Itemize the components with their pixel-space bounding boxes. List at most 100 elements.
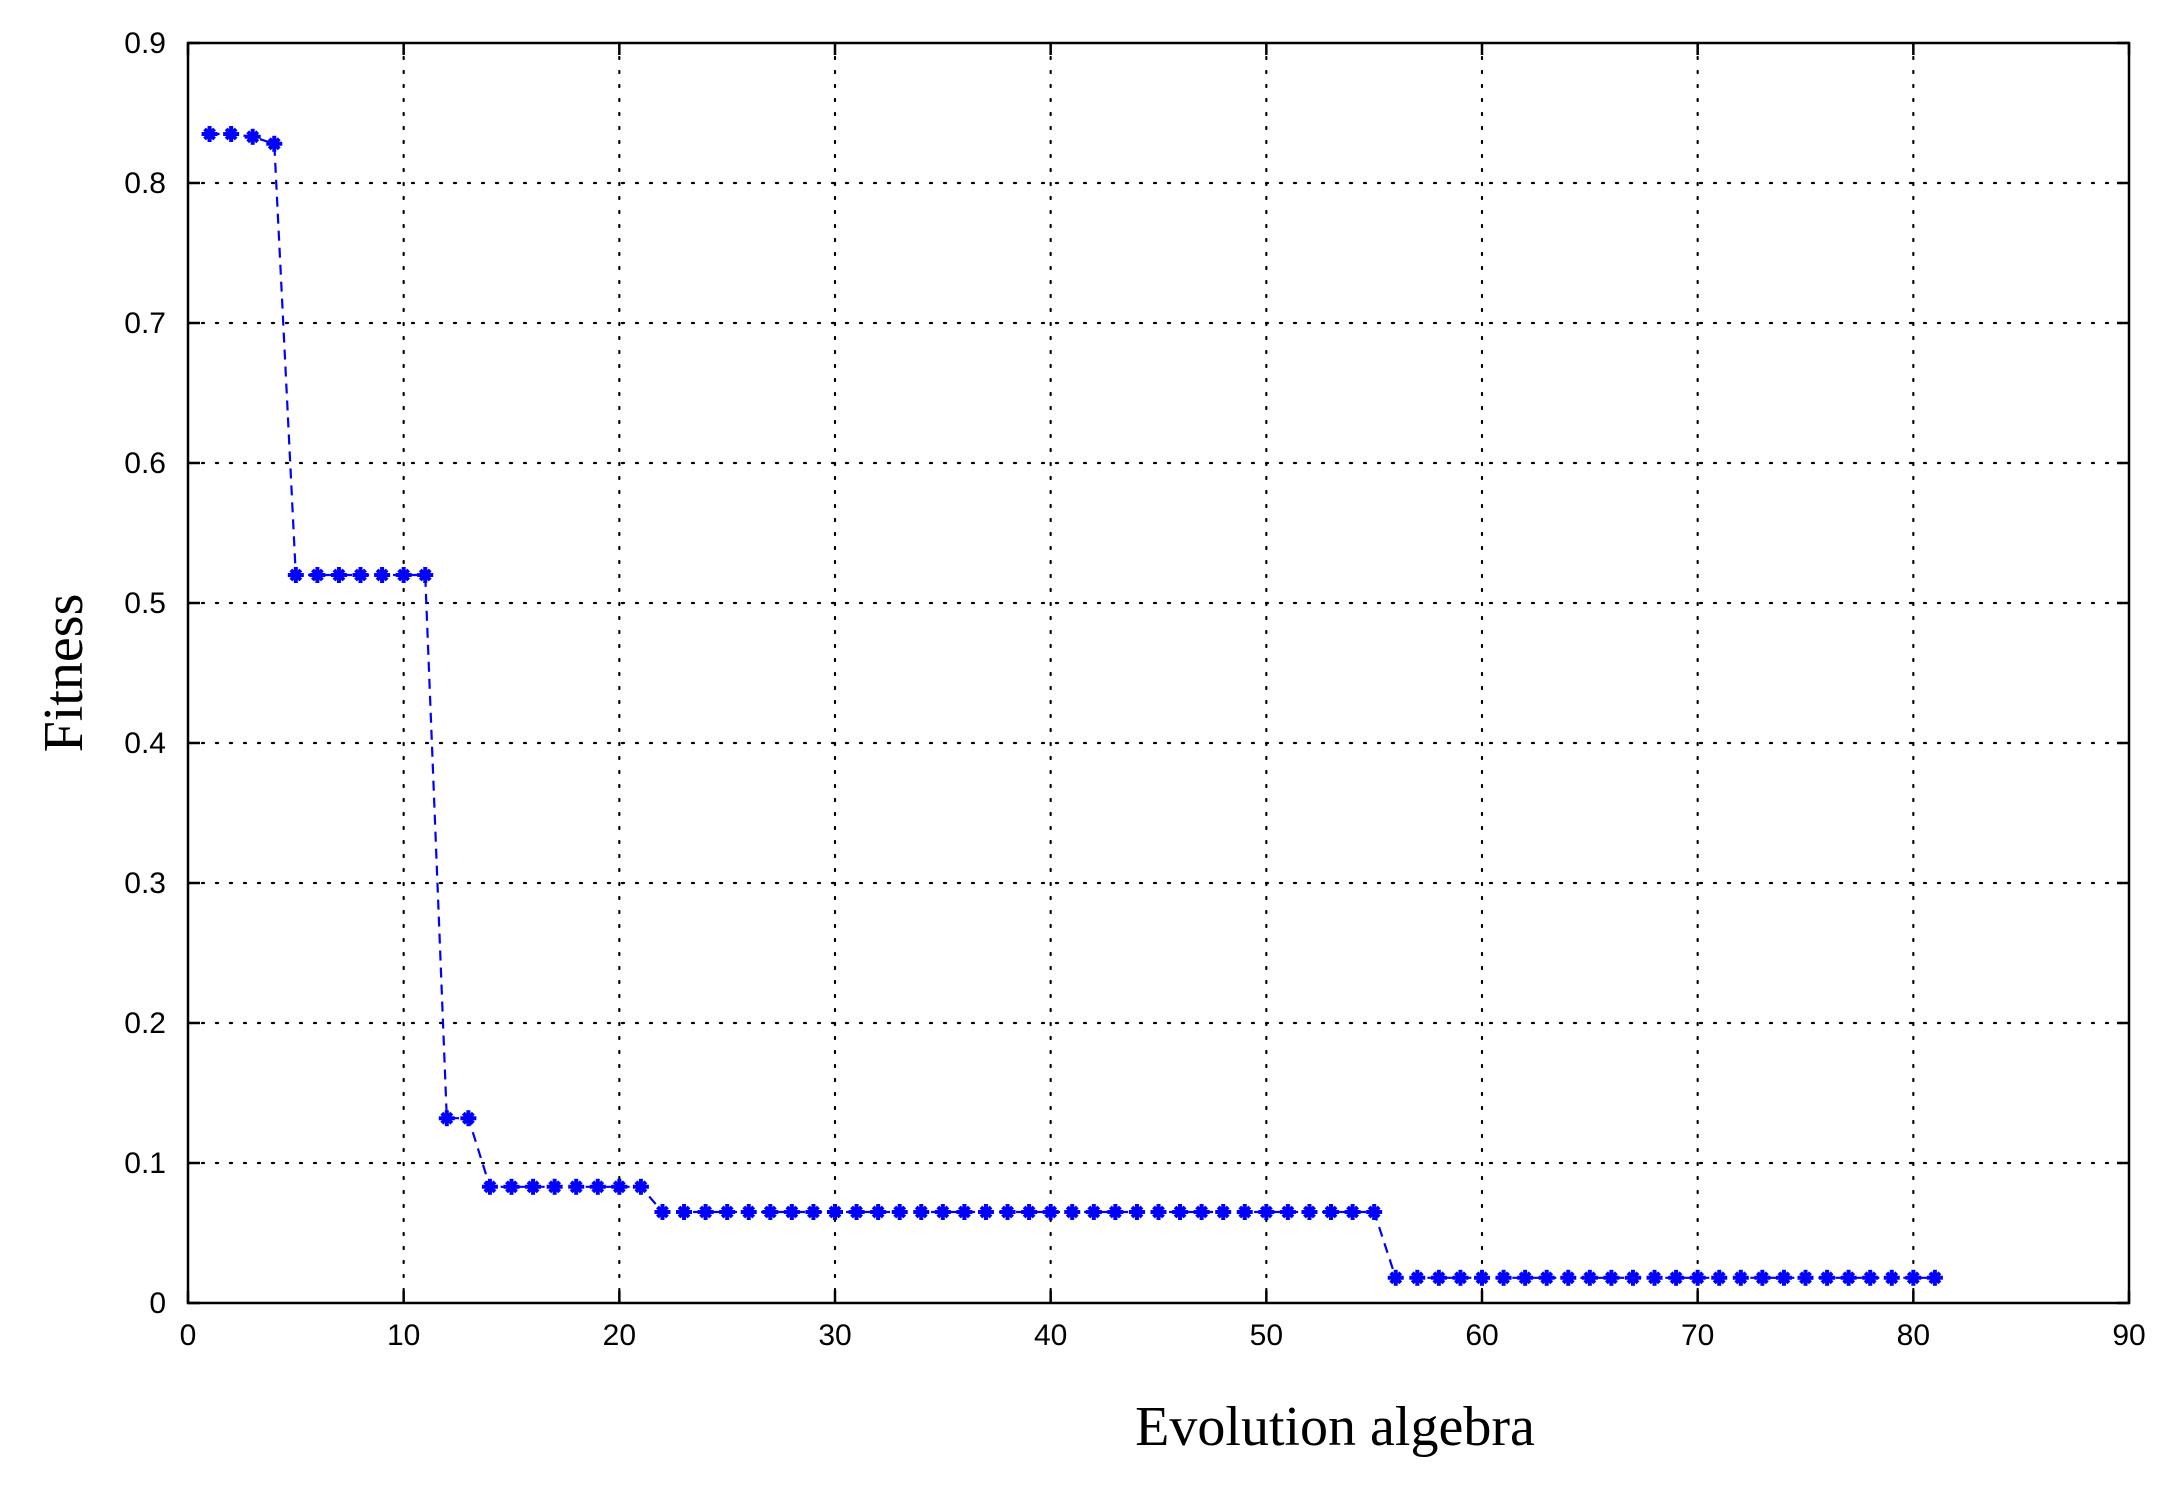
y-tick-label: 0.9 bbox=[124, 27, 166, 60]
data-point bbox=[1883, 1269, 1900, 1286]
data-point bbox=[1258, 1204, 1275, 1220]
data-point bbox=[309, 567, 326, 583]
data-point bbox=[1560, 1269, 1577, 1286]
x-tick-label: 60 bbox=[1465, 1319, 1498, 1352]
data-point bbox=[977, 1204, 994, 1220]
data-point bbox=[1711, 1269, 1728, 1286]
data-point bbox=[1797, 1269, 1814, 1286]
data-point bbox=[395, 567, 412, 583]
data-point bbox=[503, 1178, 520, 1195]
data-point bbox=[1279, 1204, 1296, 1220]
data-point bbox=[913, 1204, 930, 1220]
data-point bbox=[1387, 1269, 1404, 1286]
data-point bbox=[266, 135, 283, 152]
grid-lines bbox=[186, 41, 2131, 1305]
data-point bbox=[805, 1204, 822, 1220]
x-tick-label: 40 bbox=[1034, 1319, 1067, 1352]
data-point bbox=[1517, 1269, 1534, 1286]
data-point bbox=[934, 1204, 951, 1220]
data-point bbox=[848, 1204, 865, 1220]
x-tick-label: 70 bbox=[1681, 1319, 1714, 1352]
data-point bbox=[1430, 1269, 1447, 1286]
data-point bbox=[417, 567, 434, 583]
data-point bbox=[525, 1178, 542, 1195]
data-point bbox=[1085, 1204, 1102, 1220]
data-point bbox=[1775, 1269, 1792, 1286]
data-point bbox=[1193, 1204, 1210, 1220]
data-point bbox=[546, 1178, 563, 1195]
data-point bbox=[1107, 1204, 1124, 1220]
x-tick-label: 30 bbox=[818, 1319, 851, 1352]
x-tick-label: 10 bbox=[387, 1319, 420, 1352]
data-point bbox=[697, 1204, 714, 1220]
y-tick-label: 0.1 bbox=[124, 1147, 166, 1180]
y-tick-labels: 0 0.1 0.2 0.3 0.4 0.5 0.6 0.7 0.8 0.9 bbox=[124, 27, 166, 1320]
series-layer bbox=[201, 126, 1943, 1286]
data-point bbox=[1042, 1204, 1059, 1220]
x-tick-label: 20 bbox=[603, 1319, 636, 1352]
data-point bbox=[870, 1204, 887, 1220]
data-point bbox=[1344, 1204, 1361, 1220]
data-point bbox=[999, 1204, 1016, 1220]
data-point bbox=[676, 1204, 693, 1220]
data-point bbox=[827, 1204, 843, 1220]
x-axis-label: Evolution algebra bbox=[1135, 1396, 1535, 1458]
y-tick-label: 0.5 bbox=[124, 587, 166, 620]
data-point bbox=[1603, 1269, 1620, 1286]
data-point bbox=[654, 1204, 671, 1220]
data-point bbox=[1128, 1204, 1145, 1220]
data-point bbox=[1064, 1204, 1081, 1220]
y-tick-label: 0.3 bbox=[124, 867, 166, 900]
data-point bbox=[1409, 1269, 1426, 1286]
data-point bbox=[1323, 1204, 1340, 1220]
x-tick-labels: 0 10 20 30 40 50 60 70 80 90 bbox=[180, 1319, 2146, 1352]
ticks bbox=[186, 41, 2131, 1305]
data-point bbox=[1754, 1269, 1771, 1286]
data-point bbox=[1668, 1269, 1685, 1286]
data-point bbox=[1021, 1204, 1038, 1220]
y-axis-label: Fitness bbox=[33, 594, 95, 753]
data-point bbox=[956, 1204, 973, 1220]
data-point bbox=[1646, 1269, 1663, 1286]
data-point bbox=[287, 567, 304, 583]
data-point bbox=[1905, 1269, 1922, 1286]
x-tick-label: 90 bbox=[2112, 1319, 2145, 1352]
data-point bbox=[1819, 1269, 1836, 1286]
data-point bbox=[719, 1204, 736, 1220]
data-point bbox=[223, 126, 240, 142]
plot-frame bbox=[186, 41, 2131, 1305]
x-tick-label: 0 bbox=[180, 1319, 197, 1352]
x-tick-label: 80 bbox=[1897, 1319, 1930, 1352]
data-point bbox=[1581, 1269, 1598, 1286]
data-point bbox=[460, 1110, 477, 1127]
y-tick-label: 0 bbox=[149, 1287, 166, 1320]
data-point bbox=[438, 1110, 455, 1127]
data-point bbox=[1172, 1204, 1189, 1220]
data-point bbox=[1538, 1269, 1555, 1286]
data-point bbox=[1926, 1269, 1943, 1286]
data-point bbox=[611, 1178, 628, 1195]
data-point bbox=[1366, 1204, 1383, 1220]
data-point bbox=[568, 1178, 585, 1195]
data-point bbox=[1840, 1269, 1857, 1286]
data-point bbox=[481, 1178, 498, 1195]
data-point bbox=[1474, 1269, 1490, 1286]
data-point bbox=[762, 1204, 779, 1220]
y-tick-label: 0.7 bbox=[124, 307, 166, 340]
data-point bbox=[1732, 1269, 1749, 1286]
y-tick-label: 0.8 bbox=[124, 167, 166, 200]
data-point bbox=[740, 1204, 757, 1220]
y-tick-label: 0.6 bbox=[124, 447, 166, 480]
data-point bbox=[1150, 1204, 1167, 1220]
data-point bbox=[330, 567, 347, 583]
data-point bbox=[352, 567, 369, 583]
data-point bbox=[1236, 1204, 1253, 1220]
data-point bbox=[1495, 1269, 1512, 1286]
data-point bbox=[374, 567, 391, 583]
data-point bbox=[1215, 1204, 1232, 1220]
y-tick-label: 0.4 bbox=[124, 727, 166, 760]
data-point bbox=[1689, 1269, 1706, 1286]
data-point bbox=[783, 1204, 800, 1220]
data-point bbox=[1624, 1269, 1641, 1286]
